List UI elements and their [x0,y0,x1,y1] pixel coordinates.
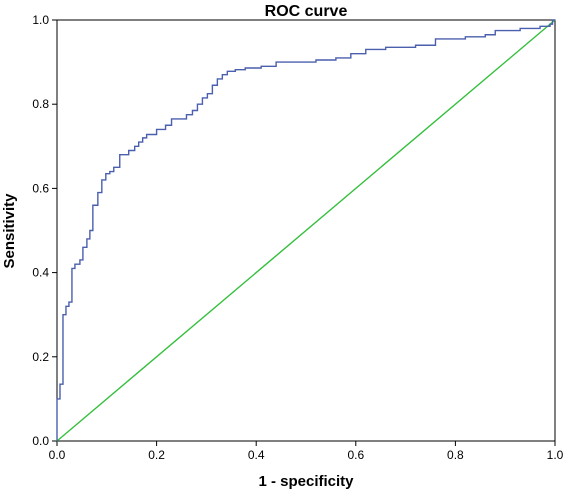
x-tick-label: 0.4 [248,448,265,462]
roc-curve [56,19,555,441]
y-tick-label: 0.8 [32,97,49,111]
y-tick-label: 1.0 [32,13,49,27]
y-axis-title: Sensitivity [1,193,18,269]
plot-area: 0.0 0.2 0.4 0.6 0.8 1.0 0.0 0.2 0.4 0.6 0.8 1.0 [32,13,563,462]
x-axis-title: 1 - specificity [258,473,354,490]
y-tick-label: 0.0 [32,434,49,448]
y-tick-label: 0.6 [32,181,49,195]
y-tick-label: 0.2 [32,350,49,364]
x-tick-label: 0.2 [148,448,165,462]
x-tick-label: 1.0 [547,448,564,462]
x-tick-label: 0.6 [347,448,364,462]
chart-title: ROC curve [265,3,348,20]
x-tick-label: 0.0 [49,448,66,462]
x-tick-label: 0.8 [447,448,464,462]
reference-line [56,19,556,442]
y-tick-label: 0.4 [32,266,49,280]
